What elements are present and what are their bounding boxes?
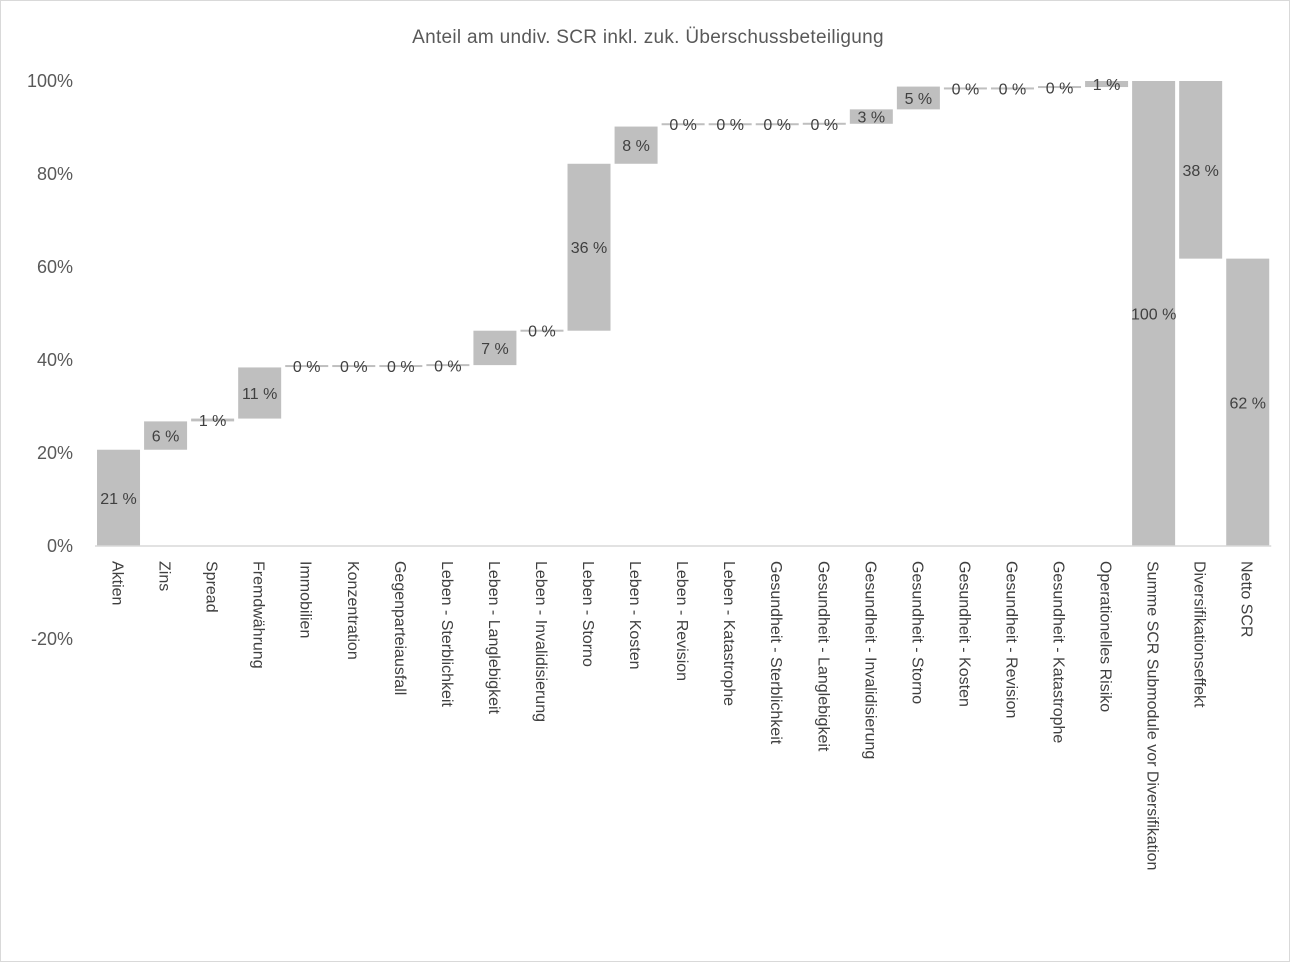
bar (97, 449, 141, 546)
category-label: Immobilien (297, 561, 314, 638)
data-label: 62 % (1229, 395, 1265, 412)
chart-title: Anteil am undiv. SCR inkl. zuk. Überschu… (412, 27, 884, 48)
data-label: 11 % (242, 386, 277, 403)
data-label: 0 % (434, 359, 462, 376)
data-label: 1 % (199, 413, 227, 430)
bar (520, 329, 564, 332)
bar (426, 364, 470, 367)
category-label: Gesundheit - Storno (908, 561, 925, 704)
data-label: 36 % (571, 240, 607, 257)
data-label: 8 % (622, 138, 650, 155)
bar (1038, 86, 1082, 89)
bar (896, 86, 940, 110)
data-label: 0 % (293, 359, 321, 376)
data-label: 0 % (1046, 81, 1074, 98)
data-label: 0 % (528, 324, 556, 341)
bar (285, 365, 329, 368)
data-label: 5 % (905, 91, 933, 108)
category-label: Leben - Storno (579, 561, 596, 667)
category-label: Gesundheit - Invalidisierung (861, 561, 878, 759)
data-label: 0 % (763, 117, 791, 134)
category-label: Fremdwährung (250, 561, 267, 669)
bar (238, 367, 282, 419)
data-label: 0 % (716, 117, 744, 134)
data-label: 0 % (952, 81, 980, 98)
bar (1085, 81, 1129, 88)
bar (144, 421, 188, 450)
category-label: Gegenparteiausfall (391, 561, 408, 695)
data-label: 0 % (340, 359, 368, 376)
bar (473, 330, 517, 366)
category-label: Leben - Katastrophe (720, 561, 737, 706)
y-tick-label: 100% (27, 71, 73, 91)
bar (802, 122, 846, 125)
data-label: 7 % (481, 341, 509, 358)
data-label: 1 % (1093, 77, 1121, 94)
bar (990, 87, 1034, 90)
data-label: 3 % (858, 110, 886, 127)
category-label: Leben - Sterblichkeit (438, 561, 455, 707)
category-label: Leben - Kosten (626, 561, 643, 670)
bar (943, 87, 987, 90)
y-tick-label: 40% (37, 350, 73, 370)
data-label: 0 % (387, 359, 415, 376)
bar (614, 126, 658, 164)
bar (755, 123, 799, 126)
bar (1132, 81, 1176, 546)
category-label: Summe SCR Submodule vor Diversifikation (1144, 561, 1161, 870)
data-label: 38 % (1182, 163, 1218, 180)
bar (1226, 258, 1270, 546)
category-label: Aktien (109, 561, 126, 605)
y-tick-label: 80% (37, 164, 73, 184)
category-label: Operationelles Risiko (1097, 561, 1114, 712)
bar (379, 365, 423, 368)
bar (849, 109, 893, 124)
category-label: Diversifikationseffekt (1191, 561, 1208, 708)
y-tick-label: 20% (37, 443, 73, 463)
data-label: 0 % (999, 81, 1027, 98)
category-label: Konzentration (344, 561, 361, 660)
data-label: 100 % (1131, 307, 1176, 324)
data-label: 0 % (669, 117, 697, 134)
category-label: Leben - Langlebigkeit (485, 561, 502, 715)
category-label: Zins (156, 561, 173, 591)
y-tick-label: 60% (37, 257, 73, 277)
bar (1179, 81, 1223, 259)
bar (661, 123, 705, 126)
category-label: Gesundheit - Katastrophe (1050, 561, 1067, 743)
category-label: Gesundheit - Langlebigkeit (814, 561, 831, 752)
category-label: Spread (203, 561, 220, 613)
bar (191, 418, 235, 422)
bar (708, 123, 752, 126)
y-tick-label: 0% (47, 536, 73, 556)
category-label: Leben - Invalidisierung (532, 561, 549, 722)
category-label: Gesundheit - Revision (1002, 561, 1019, 718)
category-label: Leben - Revision (673, 561, 690, 681)
y-tick-label: -20% (31, 629, 73, 649)
category-label: Gesundheit - Kosten (955, 561, 972, 707)
category-label: Gesundheit - Sterblichkeit (767, 561, 784, 745)
bar (567, 163, 611, 331)
category-label: Netto SCR (1238, 561, 1255, 637)
data-label: 21 % (100, 491, 136, 508)
bar (332, 365, 376, 368)
data-label: 6 % (152, 429, 180, 446)
data-label: 0 % (810, 117, 838, 134)
